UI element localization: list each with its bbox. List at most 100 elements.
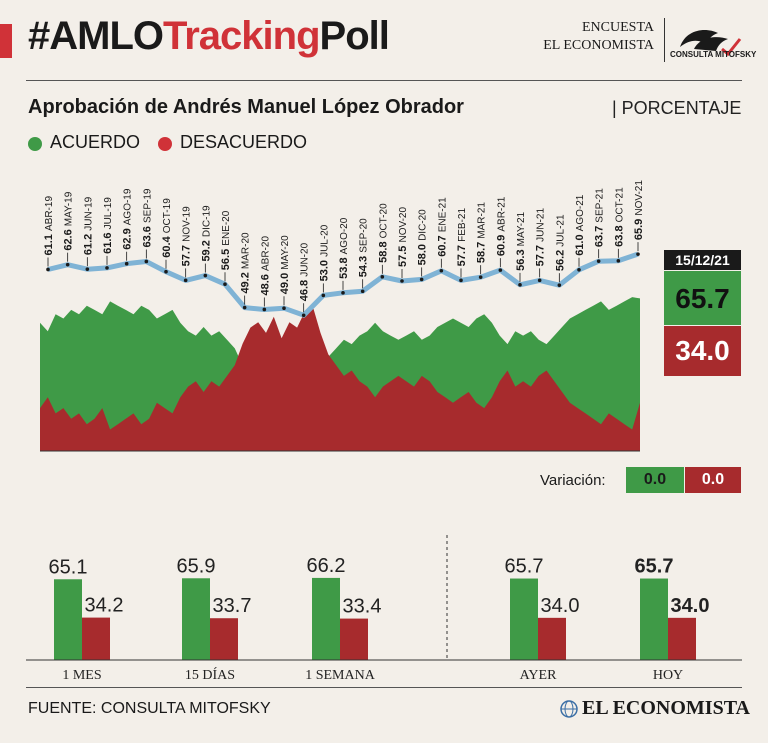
trend-point (105, 266, 109, 270)
trend-point (183, 278, 188, 283)
trend-point (419, 277, 424, 282)
brand-divider (664, 18, 665, 62)
trend-label: 56.2 JUL-21 (554, 214, 566, 271)
bar-disagree (210, 618, 238, 660)
trend-point (498, 268, 503, 272)
variation-disagree: 0.0 (685, 467, 741, 493)
trend-point (518, 283, 522, 287)
bar-disagree (82, 617, 110, 660)
trend-point (85, 267, 90, 271)
trend-label: 57.5 NOV-20 (397, 207, 409, 267)
trend-point (380, 275, 385, 279)
mitofsky-logo-icon (680, 29, 742, 57)
trend-label: 65.9 NOV-21 (633, 180, 645, 240)
bar-disagree-label: 33.4 (343, 596, 382, 618)
trend-label: 63.8 OCT-21 (613, 187, 625, 247)
bar-agree-label: 65.7 (635, 556, 674, 578)
trend-point (46, 267, 50, 272)
trend-point (301, 313, 306, 318)
trend-label: 61.6 JUL-19 (102, 197, 114, 254)
approval-area-chart: 61.1 ABR-19 62.6 MAY-19 61.2 JUN-19 61.6 JU… (40, 180, 645, 452)
trend-point (262, 307, 267, 312)
bar-agree (54, 579, 82, 660)
trend-label: 54.3 SEP-20 (358, 218, 370, 277)
variation-label: Variación: (540, 472, 606, 489)
legend-agree-label: ACUERDO (50, 132, 141, 152)
trend-label: 60.4 OCT-19 (161, 198, 173, 258)
trend-label: 48.6 ABR-20 (259, 236, 271, 296)
trend-label: 57.7 NOV-19 (181, 206, 193, 266)
trend-label: 53.0 JUL-20 (318, 224, 330, 281)
trend-point (557, 283, 562, 287)
trend-point (203, 273, 208, 278)
variation-agree: 0.0 (626, 467, 684, 493)
legend-disagree-swatch (158, 137, 172, 151)
trend-point (360, 289, 365, 294)
bar-disagree-label: 33.7 (213, 595, 252, 617)
title-hash: #AMLO (28, 14, 164, 58)
footer-divider (26, 687, 742, 688)
legend-agree-swatch (28, 137, 42, 151)
bar-disagree-label: 34.2 (85, 595, 124, 617)
trend-label: 59.2 DIC-19 (200, 205, 212, 262)
trend-point (400, 279, 404, 283)
trend-label: 63.7 SEP-21 (594, 188, 606, 247)
globe-icon (560, 700, 578, 718)
trend-point (439, 268, 444, 273)
trend-label: 60.7 ENE-21 (436, 197, 448, 257)
header-accent-bar (0, 24, 12, 58)
current-disagree-value: 34.0 (664, 326, 741, 376)
trend-point (223, 282, 227, 286)
bar-disagree (538, 617, 566, 660)
trend-label: 61.2 JUN-19 (82, 196, 94, 255)
trend-point (459, 278, 463, 283)
trend-point (537, 278, 542, 283)
trend-label: 56.5 ENE-20 (220, 210, 232, 270)
title-highlight: Tracking (163, 14, 321, 58)
bar-disagree-label: 34.0 (541, 595, 580, 617)
current-date-badge: 15/12/21 (664, 250, 741, 270)
page-title: #AMLOTrackingPoll (28, 14, 390, 59)
bar-agree (312, 577, 340, 660)
trend-point (242, 305, 247, 310)
trend-label: 60.9 ABR-21 (495, 196, 507, 256)
trend-point (144, 259, 149, 264)
source-note: FUENTE: CONSULTA MITOFSKY (28, 700, 271, 717)
trend-label: 46.8 JUN-20 (299, 242, 311, 301)
trend-label: 62.6 MAY-19 (63, 191, 75, 250)
chart-subtitle: Aprobación de Andrés Manuel López Obrado… (28, 96, 464, 118)
trend-label: 62.9 AGO-19 (122, 188, 134, 250)
bar-category-label: HOY (653, 668, 683, 683)
trend-label: 57.7 JUN-21 (535, 208, 547, 267)
brand-economista: EL ECONOMISTA (543, 38, 654, 53)
comparison-bar-chart: 65.1 34.2 1 MES 65.9 33.7 15 DÍAS 66.2 33.4 1 SE… (26, 535, 742, 683)
bar-agree-label: 66.2 (307, 555, 346, 577)
disagree-area (40, 306, 640, 451)
trend-label: 58.0 DIC-20 (417, 209, 429, 266)
trend-point (478, 275, 483, 279)
bar-agree-label: 65.7 (505, 556, 544, 578)
trend-point (596, 259, 601, 263)
trend-label: 58.8 OCT-20 (377, 203, 389, 263)
brand-mitofsky: CONSULTA MITOFSKY (670, 50, 757, 59)
trend-label: 63.6 SEP-19 (141, 188, 153, 247)
bar-agree (182, 578, 210, 660)
bar-agree (640, 578, 668, 660)
trend-point (124, 261, 129, 266)
trend-point (65, 262, 70, 267)
header-brand: ENCUESTA EL ECONOMISTA CONSULTA MITOFSKY (543, 18, 758, 62)
trend-label: 58.7 MAR-21 (476, 202, 488, 264)
bar-category-label: 15 DÍAS (185, 666, 235, 683)
trend-point (636, 252, 640, 256)
footer-brand-name: EL ECONOMISTA (582, 697, 750, 719)
trend-label: 61.1 ABR-19 (43, 196, 55, 256)
bar-category-label: 1 SEMANA (305, 668, 376, 683)
bar-agree-label: 65.9 (177, 555, 216, 577)
trend-point (164, 269, 168, 274)
title-end: Poll (319, 14, 390, 58)
bar-agree-label: 65.1 (49, 556, 88, 578)
trend-label: 49.0 MAY-20 (279, 235, 291, 294)
bar-category-label: 1 MES (62, 668, 101, 683)
trend-point (341, 291, 345, 295)
trend-label: 56.3 MAY-21 (515, 211, 527, 270)
